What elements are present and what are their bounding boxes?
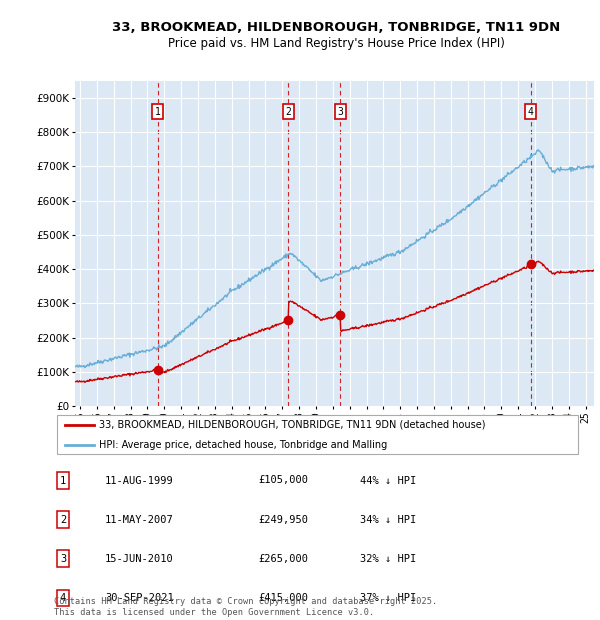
Text: 2: 2 xyxy=(60,515,66,525)
Text: 37% ↓ HPI: 37% ↓ HPI xyxy=(360,593,416,603)
Text: 15-JUN-2010: 15-JUN-2010 xyxy=(105,554,174,564)
Text: HPI: Average price, detached house, Tonbridge and Malling: HPI: Average price, detached house, Tonb… xyxy=(99,440,387,450)
Text: 44% ↓ HPI: 44% ↓ HPI xyxy=(360,476,416,485)
Text: £415,000: £415,000 xyxy=(258,593,308,603)
Text: 11-MAY-2007: 11-MAY-2007 xyxy=(105,515,174,525)
Text: £105,000: £105,000 xyxy=(258,476,308,485)
Text: 33, BROOKMEAD, HILDENBOROUGH, TONBRIDGE, TN11 9DN: 33, BROOKMEAD, HILDENBOROUGH, TONBRIDGE,… xyxy=(112,22,560,34)
FancyBboxPatch shape xyxy=(56,415,578,454)
Text: Price paid vs. HM Land Registry's House Price Index (HPI): Price paid vs. HM Land Registry's House … xyxy=(167,37,505,50)
Text: 33, BROOKMEAD, HILDENBOROUGH, TONBRIDGE, TN11 9DN (detached house): 33, BROOKMEAD, HILDENBOROUGH, TONBRIDGE,… xyxy=(99,420,485,430)
Text: 4: 4 xyxy=(60,593,66,603)
Text: 32% ↓ HPI: 32% ↓ HPI xyxy=(360,554,416,564)
Text: 2: 2 xyxy=(286,107,291,117)
Text: 1: 1 xyxy=(60,476,66,485)
Text: 11-AUG-1999: 11-AUG-1999 xyxy=(105,476,174,485)
Text: £265,000: £265,000 xyxy=(258,554,308,564)
Text: Contains HM Land Registry data © Crown copyright and database right 2025.
This d: Contains HM Land Registry data © Crown c… xyxy=(54,598,437,617)
Text: 4: 4 xyxy=(528,107,534,117)
Text: £249,950: £249,950 xyxy=(258,515,308,525)
Text: 3: 3 xyxy=(60,554,66,564)
Text: 3: 3 xyxy=(337,107,343,117)
Text: 1: 1 xyxy=(155,107,161,117)
Text: 34% ↓ HPI: 34% ↓ HPI xyxy=(360,515,416,525)
Text: 30-SEP-2021: 30-SEP-2021 xyxy=(105,593,174,603)
